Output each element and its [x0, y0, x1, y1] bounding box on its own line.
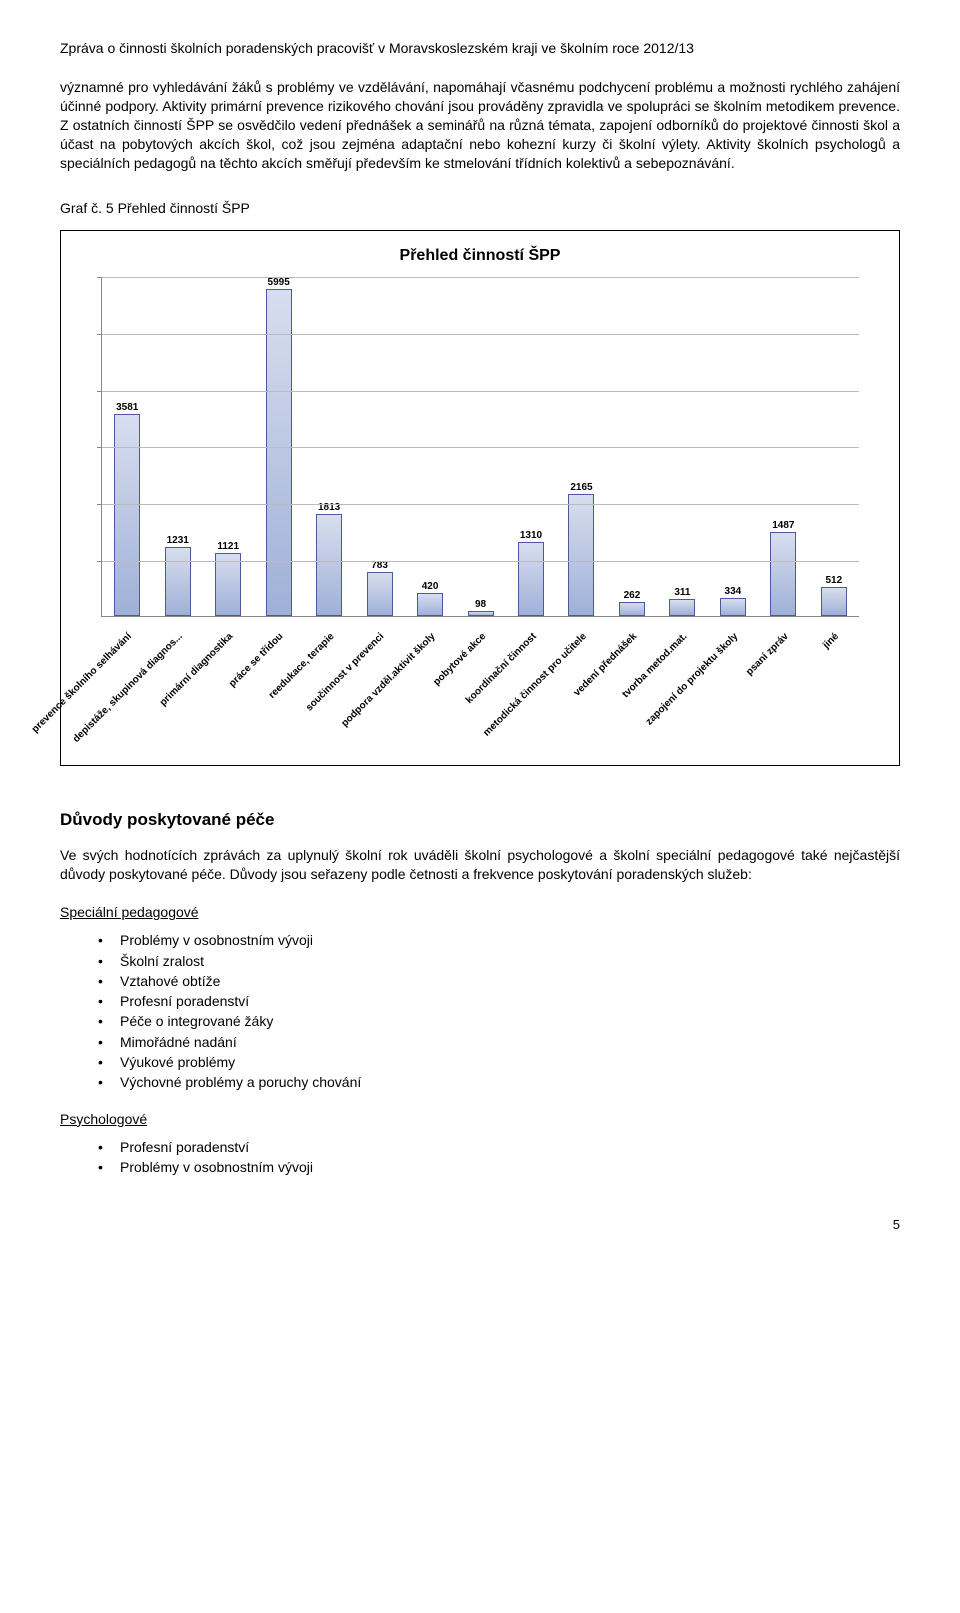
- chart-bar-value-label: 1487: [772, 520, 794, 531]
- chart-xlabel: prevence školního selhávání: [30, 631, 134, 735]
- chart-gridline: [102, 447, 859, 448]
- chart-tick: [97, 447, 102, 448]
- body-paragraph: významné pro vyhledávání žáků s problémy…: [60, 78, 900, 172]
- page-header-title: Zpráva o činnosti školních poradenských …: [60, 40, 900, 56]
- sp-heading: Speciální pedagogové: [60, 904, 900, 920]
- sp-list: Problémy v osobnostním vývojiŠkolní zral…: [60, 930, 900, 1092]
- chart-bar-value-label: 262: [624, 590, 641, 601]
- chart-gridline: [102, 391, 859, 392]
- chart-xlabel-cell: podpora vzděl.aktivit školy: [404, 621, 455, 757]
- chart-bar-rect: [417, 593, 443, 617]
- psy-list: Profesní poradenstvíProblémy v osobnostn…: [60, 1137, 900, 1178]
- chart-bar-rect: [568, 494, 594, 617]
- list-item: Péče o integrované žáky: [120, 1011, 900, 1031]
- chart-bar-value-label: 2165: [570, 482, 592, 493]
- reasons-section-title: Důvody poskytované péče: [60, 810, 900, 830]
- list-item: Profesní poradenství: [120, 1137, 900, 1157]
- chart-bar-rect: [316, 514, 342, 617]
- chart-xlabel: jiné: [822, 631, 842, 651]
- chart-bar-rect: [114, 414, 140, 617]
- chart-bar-value-label: 1310: [520, 530, 542, 541]
- chart-bar-rect: [669, 599, 695, 617]
- chart-bar-rect: [468, 611, 494, 617]
- chart-tick: [97, 561, 102, 562]
- chart-bar-value-label: 3581: [116, 402, 138, 413]
- list-item: Problémy v osobnostním vývoji: [120, 930, 900, 950]
- chart-bar-rect: [770, 532, 796, 616]
- chart-gridline: [102, 277, 859, 278]
- chart-bar-rect: [821, 587, 847, 616]
- chart-tick: [97, 504, 102, 505]
- list-item: Výchovné problémy a poruchy chování: [120, 1072, 900, 1092]
- chart-xlabel-cell: primární diagnostika: [202, 621, 253, 757]
- chart-gridline: [102, 504, 859, 505]
- chart-bar-value-label: 420: [422, 581, 439, 592]
- chart-bar-rect: [720, 598, 746, 617]
- chart-bar-value-label: 1231: [167, 535, 189, 546]
- chart-bar-rect: [619, 602, 645, 617]
- chart-bar-rect: [165, 547, 191, 617]
- reasons-intro: Ve svých hodnotících zprávách za uplynul…: [60, 846, 900, 884]
- chart-bar-value-label: 5995: [268, 277, 290, 288]
- chart-tick: [97, 277, 102, 278]
- chart-bar-rect: [518, 542, 544, 616]
- list-item: Vztahové obtíže: [120, 971, 900, 991]
- chart-caption: Graf č. 5 Přehled činností ŠPP: [60, 200, 900, 216]
- psy-heading: Psychologové: [60, 1111, 900, 1127]
- chart-bar-rect: [266, 289, 292, 616]
- chart-container: Přehled činností ŠPP 3581123111215995181…: [60, 230, 900, 766]
- chart-bar-value-label: 512: [825, 575, 842, 586]
- chart-bar-rect: [215, 553, 241, 617]
- chart-bar-value-label: 98: [475, 599, 486, 610]
- chart-bar-value-label: 334: [725, 586, 742, 597]
- chart-bar-value-label: 1121: [217, 541, 239, 552]
- chart-xaxis: prevence školního selhávánídepistáže, sk…: [101, 621, 859, 757]
- list-item: Školní zralost: [120, 951, 900, 971]
- chart-gridline: [102, 561, 859, 562]
- list-item: Mimořádné nadání: [120, 1032, 900, 1052]
- chart-title: Přehled činností ŠPP: [81, 247, 879, 265]
- chart-tick: [97, 391, 102, 392]
- list-item: Profesní poradenství: [120, 991, 900, 1011]
- chart-bar-value-label: 311: [674, 587, 690, 598]
- chart-xlabel-cell: zapojení do projektu školy: [707, 621, 758, 757]
- list-item: Problémy v osobnostním vývoji: [120, 1157, 900, 1177]
- chart-bar-rect: [367, 572, 393, 616]
- chart-plot-area: 3581123111215995181378342098131021652623…: [101, 277, 859, 617]
- page-number: 5: [60, 1217, 900, 1232]
- chart-plot-region: 3581123111215995181378342098131021652623…: [81, 277, 879, 757]
- list-item: Výukové problémy: [120, 1052, 900, 1072]
- chart-xlabel-cell: jiné: [808, 621, 859, 757]
- chart-xlabel-cell: psaní zpráv: [758, 621, 809, 757]
- chart-gridline: [102, 334, 859, 335]
- chart-tick: [97, 334, 102, 335]
